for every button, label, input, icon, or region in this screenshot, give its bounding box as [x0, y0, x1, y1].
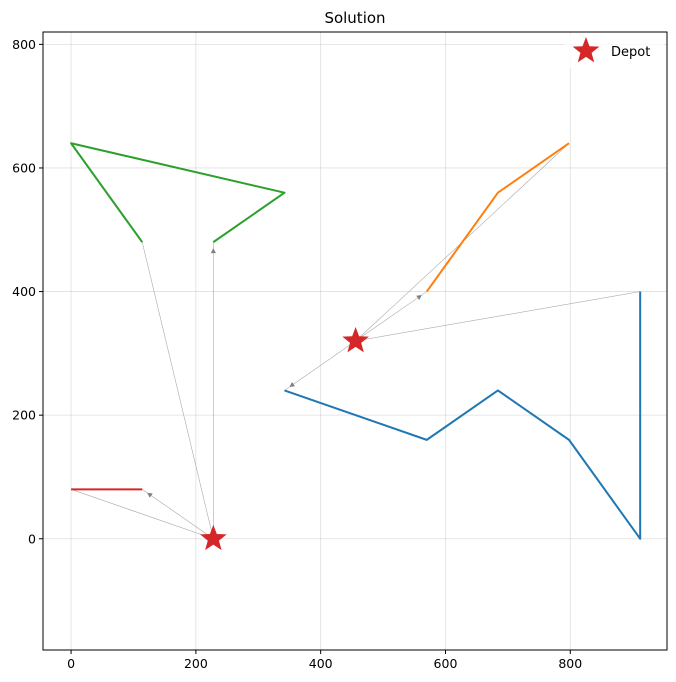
- x-axis-ticks: 0 200 400 600 800: [67, 650, 582, 671]
- y-tick-label-0: 0: [28, 531, 36, 546]
- route-line-1: [284, 291, 642, 540]
- y-tick-label-2: 400: [12, 284, 36, 299]
- connectors: [70, 143, 641, 540]
- x-tick-label-2: 400: [309, 656, 333, 671]
- connector-line-0: [284, 340, 356, 391]
- x-tick-label-3: 600: [434, 656, 458, 671]
- y-tick-label-4: 800: [12, 37, 36, 52]
- grid: [43, 32, 667, 650]
- depot-marker-2: [342, 327, 369, 353]
- connector-arrowhead-0: [289, 382, 296, 388]
- connector-line-1: [355, 291, 427, 342]
- connector-line-5: [141, 242, 214, 539]
- routes: [70, 142, 642, 540]
- plot-frame: [42, 31, 668, 651]
- x-tick-label-0: 0: [67, 656, 75, 671]
- connector-line-3: [355, 291, 641, 342]
- x-tick-label-4: 800: [558, 656, 582, 671]
- connector-arrowhead-6: [147, 492, 153, 498]
- depots: [200, 327, 369, 551]
- depot-marker-1: [200, 524, 227, 551]
- chart-title: Solution: [324, 9, 385, 27]
- connector-arrowhead-1: [416, 294, 422, 300]
- connector-line-7: [70, 489, 214, 540]
- legend: Depot: [564, 34, 664, 68]
- y-tick-label-3: 600: [12, 160, 36, 175]
- y-tick-label-1: 200: [12, 408, 36, 423]
- y-axis-ticks: 0 200 400 600 800: [12, 37, 43, 546]
- legend-star-marker: [572, 37, 600, 63]
- legend-label-depot: Depot: [611, 45, 650, 60]
- x-tick-label-1: 200: [184, 656, 208, 671]
- route-line-3: [70, 142, 286, 243]
- connector-arrowhead-4: [210, 248, 216, 254]
- legend-star-icon: [572, 37, 600, 63]
- connector-line-6: [142, 489, 214, 540]
- route-line-2: [425, 142, 570, 293]
